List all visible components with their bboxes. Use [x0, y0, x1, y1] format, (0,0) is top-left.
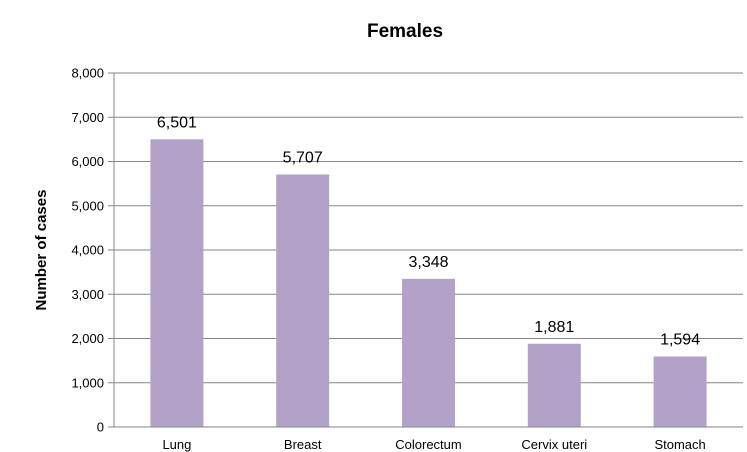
category-label-1: Breast — [284, 437, 322, 452]
data-label-3: 1,881 — [534, 319, 574, 336]
category-label-2: Colorectum — [395, 437, 461, 452]
chart-title: Females — [367, 21, 443, 42]
category-labels: Lung Breast Colorectum Cervix uteri Stomach — [162, 437, 705, 452]
y-axis-label: Number of cases — [33, 190, 50, 311]
category-label-4: Stomach — [654, 437, 705, 452]
bars — [150, 139, 707, 427]
bar-0 — [150, 139, 204, 427]
data-label-1: 5,707 — [283, 149, 323, 166]
bar-1 — [276, 174, 330, 427]
data-label-0: 6,501 — [157, 114, 197, 131]
data-labels: 6,501 5,707 3,348 1,881 1,594 — [157, 114, 700, 348]
data-label-2: 3,348 — [408, 254, 448, 271]
y-tick-label-4: 4,000 — [71, 243, 104, 258]
bar-2 — [402, 278, 455, 427]
bar-3 — [527, 343, 581, 427]
category-label-0: Lung — [162, 437, 191, 452]
y-tick-label-2: 2,000 — [71, 331, 104, 346]
y-tick-label-3: 3,000 — [71, 287, 104, 302]
bar-4 — [653, 356, 707, 427]
y-axis-ticks: 0 1,000 2,000 3,000 4,000 5,000 6,000 7,000 8,00… — [71, 66, 114, 435]
y-tick-label-6: 6,000 — [71, 154, 104, 169]
y-tick-label-8: 8,000 — [71, 66, 104, 81]
data-label-4: 1,594 — [660, 331, 700, 348]
y-tick-label-0: 0 — [97, 420, 104, 435]
category-label-3: Cervix uteri — [521, 437, 587, 452]
y-tick-label-1: 1,000 — [71, 375, 104, 390]
y-tick-label-5: 5,000 — [71, 198, 104, 213]
y-tick-label-7: 7,000 — [71, 110, 104, 125]
